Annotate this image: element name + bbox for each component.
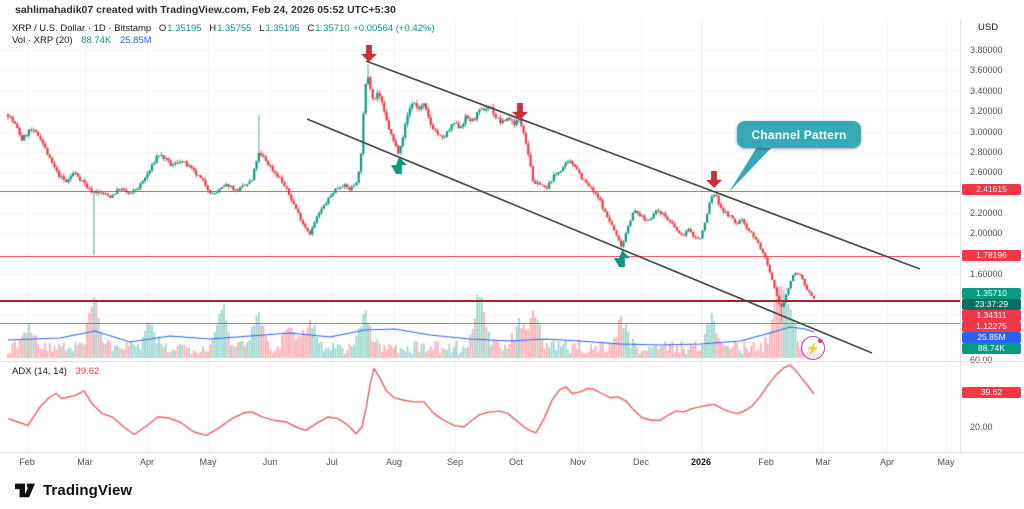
symbol-title: XRP / U.S. Dollar · 1D · Bitstamp [12, 23, 152, 34]
price-tick-3.00000: 3.00000 [970, 126, 1003, 137]
close-key: C [307, 23, 315, 34]
low-value: 1.35195 [265, 23, 300, 34]
price-tick-2.80000: 2.80000 [970, 146, 1003, 157]
adx-value-label: 39.62 [962, 387, 1021, 398]
time-tick-Nov: Nov [569, 457, 587, 467]
price-chart-canvas[interactable] [0, 0, 960, 452]
tradingview-logo-text: TradingView [43, 481, 133, 499]
low-key: L [259, 23, 265, 34]
price-tick-2.20000: 2.20000 [970, 208, 1003, 218]
time-tick-Feb: Feb [19, 457, 35, 467]
volume-current-value: 88.74K [81, 35, 112, 46]
time-tick-Sep: Sep [446, 457, 464, 467]
price-tick-2.00000: 2.00000 [970, 228, 1003, 239]
time-tick-Dec: Dec [632, 457, 650, 467]
lightning-sticker[interactable]: ⚡ [801, 336, 825, 360]
price-level-line-1.12275[interactable] [0, 323, 960, 324]
adx-indicator-title: ADX (14, 14) [12, 366, 67, 377]
time-axis-separator [0, 452, 1024, 453]
time-tick-May: May [199, 457, 217, 467]
time-tick-Feb: Feb [758, 457, 774, 467]
symbol-legend[interactable]: XRP / U.S. Dollar · 1D · Bitstamp O1.351… [12, 23, 435, 34]
channel-pattern-callout[interactable]: Channel Pattern [737, 121, 861, 148]
volume-indicator-title: Vol · XRP (20) [12, 35, 73, 46]
close-value: 1.35710 [315, 23, 350, 34]
tradingview-logo-mark [15, 483, 35, 498]
volume-ma-value: 25.85M [119, 35, 152, 46]
time-tick-Oct: Oct [508, 457, 524, 467]
level-price-label-1.34311: 1.34311 [962, 310, 1021, 321]
time-tick-Jul: Jul [326, 457, 338, 467]
volume-label: 88.74K [962, 343, 1021, 354]
sticker-dot [818, 339, 822, 343]
price-level-line-1.78196[interactable] [0, 256, 960, 257]
adx-legend[interactable]: ADX (14, 14) 39.62 [12, 366, 99, 377]
adx-tick-20.00: 20.00 [970, 422, 993, 432]
currency-label: USD [978, 22, 999, 33]
level-price-label-2.41615: 2.41615 [962, 184, 1021, 195]
time-tick-Apr: Apr [139, 457, 155, 467]
time-tick-May: May [937, 457, 955, 467]
last-price-label: 1.35710 [962, 288, 1021, 299]
price-tick-3.60000: 3.60000 [970, 65, 1003, 76]
bar-countdown-label: 23:37:29 [962, 299, 1021, 310]
open-key: O [158, 23, 167, 34]
adx-tick-60.00: 60.00 [970, 355, 993, 365]
level-price-label-1.78196: 1.78196 [962, 250, 1021, 261]
adx-current-value: 39.62 [75, 366, 100, 377]
price-level-line-1.34311[interactable] [0, 300, 960, 302]
time-tick-2026: 2026 [690, 457, 712, 467]
callout-text: Channel Pattern [751, 127, 847, 142]
volume-ma-label: 25.85M [962, 332, 1021, 343]
volume-legend[interactable]: Vol · XRP (20) 88.74K 25.85M [12, 35, 152, 46]
price-tick-3.80000: 3.80000 [970, 45, 1003, 55]
time-tick-Apr: Apr [879, 457, 895, 467]
price-tick-2.60000: 2.60000 [970, 167, 1003, 178]
time-tick-Jun: Jun [262, 457, 278, 467]
high-key: H [209, 23, 217, 34]
price-axis-separator [960, 20, 961, 452]
time-tick-Mar: Mar [77, 457, 93, 467]
open-value: 1.35195 [167, 23, 202, 34]
time-tick-Aug: Aug [385, 457, 403, 467]
high-value: 1.35755 [217, 23, 252, 34]
change-value: +0.00564 (+0.42%) [353, 23, 435, 34]
pane-separator [0, 361, 1024, 362]
tradingview-logo[interactable]: TradingView [13, 480, 132, 500]
price-level-line-2.41615[interactable] [0, 191, 960, 192]
level-price-label-1.12275: 1.12275 [962, 321, 1021, 332]
price-tick-3.20000: 3.20000 [970, 106, 1003, 117]
time-tick-Mar: Mar [815, 457, 831, 467]
price-tick-3.40000: 3.40000 [970, 85, 1003, 96]
price-tick-1.60000: 1.60000 [970, 269, 1003, 280]
